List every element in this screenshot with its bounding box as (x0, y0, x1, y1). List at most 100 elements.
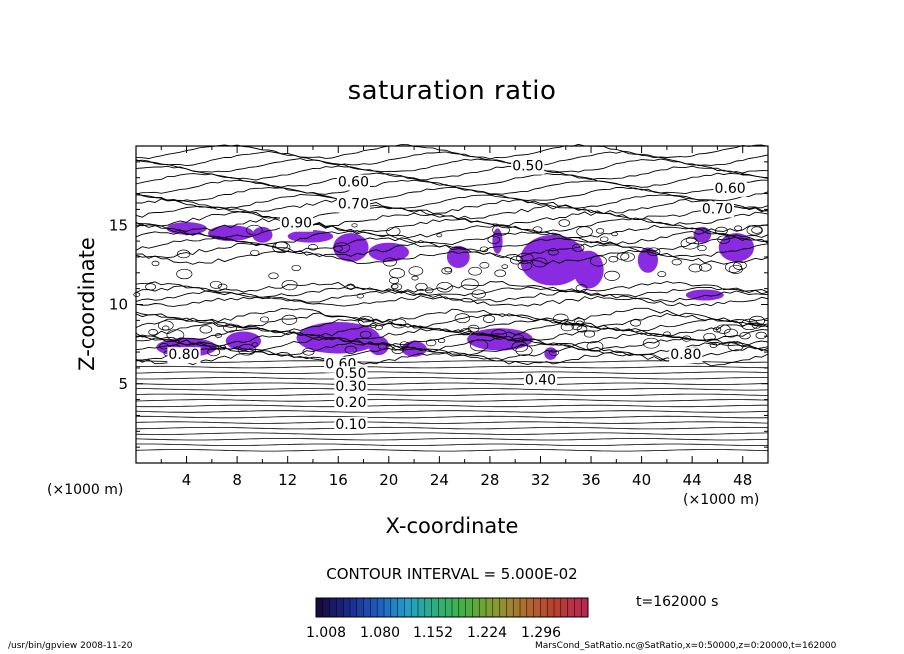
supersaturation-patch (718, 233, 755, 262)
supersaturation-patch (573, 250, 604, 289)
supersaturation-patch (492, 228, 503, 254)
contour-line (135, 336, 769, 352)
contour-line (135, 290, 769, 303)
contour-labels: 0.500.60 0.600.70 0.700.900.800.600.50 0.40… (167, 158, 747, 433)
contour-line (135, 150, 769, 167)
contour-blob (399, 341, 409, 348)
x-tick-label: 40 (632, 471, 651, 489)
contour-label-bg (167, 347, 201, 364)
contour-blob (746, 224, 763, 236)
contour-blob (408, 266, 424, 276)
contour-blob (608, 256, 619, 263)
x-tick-label: 36 (581, 471, 600, 489)
contour-blob (574, 317, 585, 325)
contour-label-bg (336, 196, 370, 213)
contour-blob (209, 280, 223, 289)
colorbar-cell (384, 598, 392, 617)
contour-blob (571, 323, 583, 331)
contour-blob (604, 270, 620, 281)
contour-blob (223, 323, 238, 333)
x-unit-right: (×1000 m) (683, 492, 760, 508)
contour-blob (685, 236, 697, 244)
colorbar-cell (465, 598, 473, 617)
contour-line (135, 438, 769, 441)
contour-blob (359, 330, 372, 339)
y-tick-label: 15 (109, 216, 128, 234)
contour-blob (444, 267, 453, 273)
colorbar-cell (506, 598, 514, 617)
colorbar-cell (316, 598, 324, 617)
contour-blob (382, 257, 397, 267)
contour-blob (703, 332, 716, 342)
contour-line (136, 198, 769, 215)
contour-blob (377, 343, 387, 350)
colorbar-cell (574, 598, 582, 617)
contour-line (135, 295, 769, 307)
colorbar-cell (404, 598, 412, 617)
colorbar-cell (533, 598, 541, 617)
contour-label: 0.50 (335, 366, 366, 382)
contour-blob (697, 245, 707, 252)
contour-label: 0.80 (168, 347, 199, 363)
colorbar-cell (499, 598, 507, 617)
x-tick-label: 44 (683, 471, 702, 489)
contour-blob (351, 223, 358, 228)
contour-blob (386, 226, 401, 237)
contour-line (135, 432, 769, 435)
contour-blob (251, 342, 259, 347)
contour-blob (389, 268, 406, 279)
contour-line (135, 377, 768, 380)
contour-line (135, 307, 769, 324)
colorbar-cell (424, 598, 432, 617)
contour-blob (715, 226, 728, 236)
contour-blob (516, 252, 534, 264)
contour-label: 0.60 (715, 181, 746, 197)
contour-blob (657, 271, 667, 278)
contour-blob (680, 237, 699, 250)
contour-blob (724, 261, 743, 273)
x-tick-label: 28 (480, 471, 499, 489)
contour-blob (583, 330, 596, 338)
contour-blob (148, 329, 158, 336)
contour-line (135, 285, 769, 298)
contour-blob (388, 277, 400, 284)
contour-blob (558, 219, 571, 227)
colorbar-cell (560, 598, 568, 617)
contour-blob (487, 235, 501, 244)
x-tick-label: 4 (182, 471, 192, 489)
x-axis-label: X-coordinate (385, 514, 519, 538)
contour-blob (490, 329, 508, 340)
contour-blob (586, 340, 604, 352)
contour-blob (547, 248, 559, 256)
contour-blob (620, 252, 635, 262)
contour-blob (682, 335, 692, 342)
contour-line (135, 317, 769, 333)
colorbar-tick-label: 1.296 (521, 625, 561, 641)
contour-blob (532, 257, 548, 268)
contour-line (135, 371, 769, 374)
contour-blob (268, 272, 279, 280)
contour-blob (217, 283, 228, 290)
contour-line (135, 399, 769, 402)
contour-blob (469, 339, 489, 352)
contour-blob (709, 342, 718, 348)
contour-blob (214, 333, 223, 338)
contour-line (135, 281, 769, 293)
contour-label-bg (334, 378, 368, 395)
contour-blob (515, 345, 533, 356)
contour-blob (157, 320, 174, 331)
contour-blob (479, 262, 490, 269)
contour-blob (207, 347, 221, 357)
contour-blob (740, 318, 759, 331)
contour-blob (494, 269, 507, 278)
contour-blob (218, 344, 227, 351)
contour-blob (176, 249, 191, 259)
x-tick-label: 24 (430, 471, 449, 489)
colorbar-cell (486, 598, 494, 617)
contour-label: 0.70 (338, 197, 369, 213)
contour-blob (391, 318, 407, 329)
colorbar-cell (370, 598, 378, 617)
contour-blob (133, 292, 141, 297)
contour-blob (454, 313, 471, 324)
